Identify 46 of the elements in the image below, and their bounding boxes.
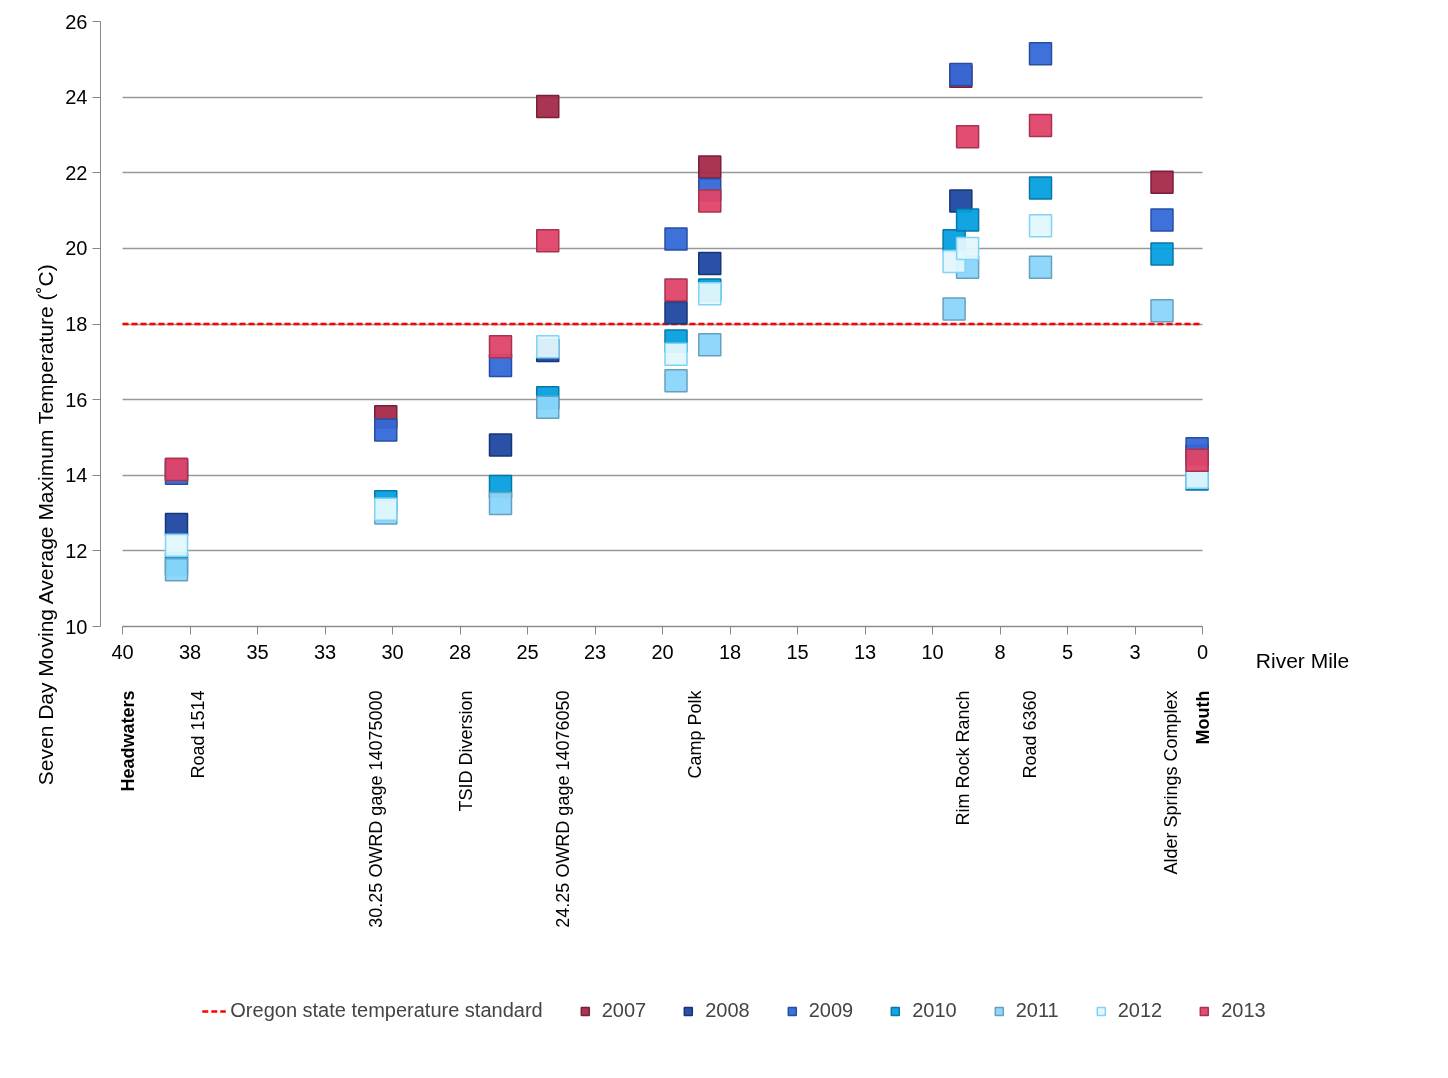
text: 30.25 OWRD gage 14075000 xyxy=(366,690,387,928)
x-tick-label: 30 xyxy=(381,640,404,663)
legend-label: 2010 xyxy=(912,999,957,1022)
text: Road 1514 xyxy=(188,690,209,779)
y-tick-label: 20 xyxy=(65,237,88,260)
y-tick-label: 12 xyxy=(65,539,88,562)
x-tick-label: 5 xyxy=(1061,640,1074,663)
text: Mouth xyxy=(1192,690,1213,745)
legend-label: 2011 xyxy=(1015,999,1059,1022)
x-tick-label: 33 xyxy=(313,640,337,663)
legend-label: 2007 xyxy=(601,999,647,1022)
x-tick-label: 38 xyxy=(178,640,202,663)
x-tick-label: 13 xyxy=(853,640,877,663)
y-axis-title: Seven Day Moving Average Maximum Temperature (˚C) xyxy=(34,264,58,786)
x-tick-label: 15 xyxy=(786,640,809,663)
legend-label: 2012 xyxy=(1117,999,1163,1022)
x-tick-label: 35 xyxy=(246,640,269,663)
text: Camp Polk xyxy=(684,689,705,779)
legend-label: 2009 xyxy=(808,999,854,1022)
y-tick-label: 22 xyxy=(65,161,88,184)
y-tick-label: 16 xyxy=(65,388,88,411)
x-tick-label: 10 xyxy=(921,640,944,663)
text: 24.25 OWRD gage 14076050 xyxy=(553,690,574,928)
x-tick-label: 25 xyxy=(516,640,539,663)
x-tick-label: 0 xyxy=(1196,640,1209,663)
x-tick-label: 40 xyxy=(111,640,134,663)
x-tick-label: 28 xyxy=(448,640,472,663)
text: Rim Rock Ranch xyxy=(952,690,973,826)
x-tick-label: 23 xyxy=(583,640,607,663)
y-tick-label: 18 xyxy=(65,313,88,335)
text: Alder Springs Complex xyxy=(1161,690,1182,875)
legend-label: 2013 xyxy=(1221,999,1266,1022)
x-tick-label: 18 xyxy=(718,640,742,663)
legend-label: Oregon state temperature standard xyxy=(230,999,543,1022)
text: TSID Diversion xyxy=(455,690,476,812)
text: Road 6360 xyxy=(1019,690,1040,779)
x-tick-label: 20 xyxy=(651,640,674,663)
y-tick-label: 26 xyxy=(65,10,88,33)
y-tick-label: 24 xyxy=(65,86,88,109)
x-tick-label: 8 xyxy=(994,640,1006,663)
text: Headwaters xyxy=(117,690,138,792)
x-tick-label: 3 xyxy=(1129,640,1141,663)
legend-label: 2008 xyxy=(705,999,750,1022)
x-axis-title: River Mile xyxy=(1255,649,1350,672)
y-tick-label: 10 xyxy=(65,615,88,638)
y-tick-label: 14 xyxy=(65,464,88,487)
